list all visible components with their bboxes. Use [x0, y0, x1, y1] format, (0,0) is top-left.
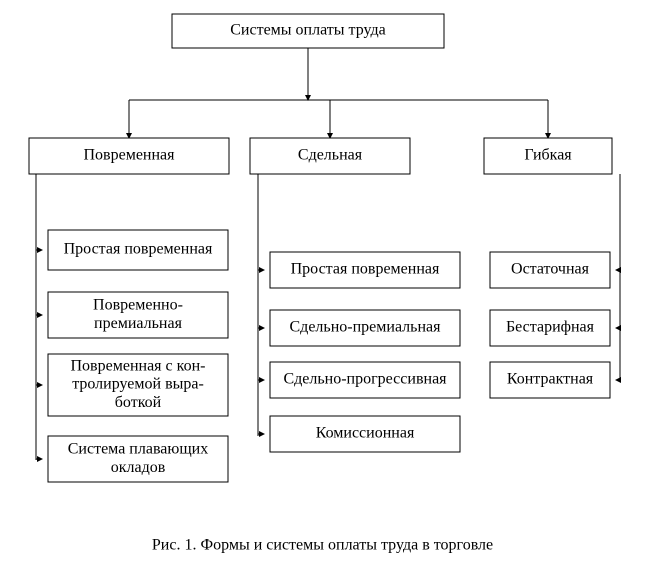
payment-systems-diagram: Системы оплаты труда Повременная Простая п… [0, 0, 645, 574]
figure-caption: Рис. 1. Формы и системы оплаты труда в т… [152, 537, 493, 554]
item-label: Сдельно-премиальная [290, 319, 442, 336]
item-label: Контрактная [507, 371, 594, 388]
item-label: Остаточная [511, 261, 590, 278]
item-label: Простая повременная [291, 261, 440, 278]
item-label: Повременно- [93, 296, 183, 313]
column-header: Сдельная [298, 147, 363, 164]
item-label: тролируемой выра- [72, 376, 204, 393]
column-header: Гибкая [524, 147, 572, 164]
item-label: Простая повременная [64, 241, 213, 258]
item-label: премиальная [94, 315, 183, 332]
item-label: боткой [115, 394, 162, 411]
root-label: Системы оплаты труда [230, 22, 386, 39]
item-label: Система плавающих [68, 440, 208, 457]
item-label: окладов [111, 459, 166, 476]
item-label: Повременная с кон- [71, 357, 206, 374]
column-header: Повременная [83, 147, 175, 164]
item-label: Сдельно-прогрессивная [283, 371, 447, 388]
item-label: Комиссионная [316, 425, 415, 442]
item-label: Бестарифная [506, 319, 595, 336]
